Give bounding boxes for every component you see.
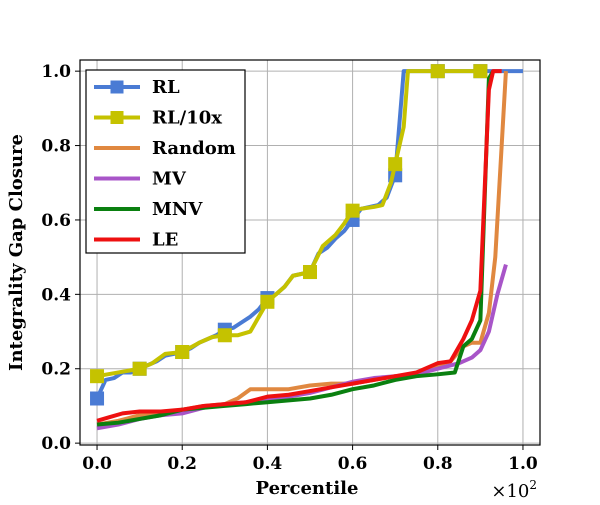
series-line-mv [96,264,508,431]
axis-ticks: 0.0 0.2 0.4 0.6 0.8 1.0 0.0 0.2 0.4 0.6 0.8 1.0 [41,62,537,474]
series-marker-rl-10x [90,369,105,384]
x-axis-title: Percentile [256,478,359,499]
y-tick-label: 0.6 [41,211,71,231]
y-tick-label: 0.8 [41,137,71,157]
legend-label-mnv: MNV [152,199,203,220]
series-marker-rl-10x [303,265,317,280]
series-marker-rl-10x [260,294,275,309]
plot-frame [79,59,541,446]
x-scale-base: ×10 [491,481,529,500]
series-line-le [96,69,502,423]
y-tick-label: 1.0 [41,62,71,82]
y-tick-label: 0.0 [41,434,71,454]
x-tick-label: 1.0 [508,454,538,474]
series-marker-rl-10x [430,64,445,79]
x-tick-label: 0.0 [82,454,112,474]
y-tick-label: 0.2 [41,360,71,380]
legend-box [85,69,246,254]
x-tick-label: 0.4 [253,454,283,474]
legend-label-random: Random [152,138,236,159]
legend-label-le: LE [152,230,178,251]
series-marker-rl-10x [473,64,488,79]
series-marker-rl-10x [345,203,360,218]
legend-label-mv: MV [152,169,187,190]
x-scale-exponent: 2 [529,478,537,492]
series-marker-rl-10x [388,157,403,172]
series-marker-rl-10x [175,345,190,360]
legend-label-rl-10x: RL/10x [152,108,222,129]
y-tick-label: 0.4 [41,285,71,305]
x-tick-label: 0.2 [167,454,197,474]
y-axis-title: Integrality Gap Closure [6,134,27,371]
series-marker-rl-10x [132,361,147,376]
legend-label-rl: RL [152,77,180,98]
x-tick-label: 0.6 [338,454,368,474]
legend-marker-rl-10x [110,111,124,124]
series-group [90,64,523,431]
legend: RL RL/10x Random MV MNV LE [85,69,246,254]
series-marker-rl [90,391,105,406]
x-scale-label: ×102 [491,478,537,500]
series-marker-rl-10x [217,328,232,343]
legend-marker-rl [110,80,124,94]
x-tick-label: 0.8 [423,454,453,474]
